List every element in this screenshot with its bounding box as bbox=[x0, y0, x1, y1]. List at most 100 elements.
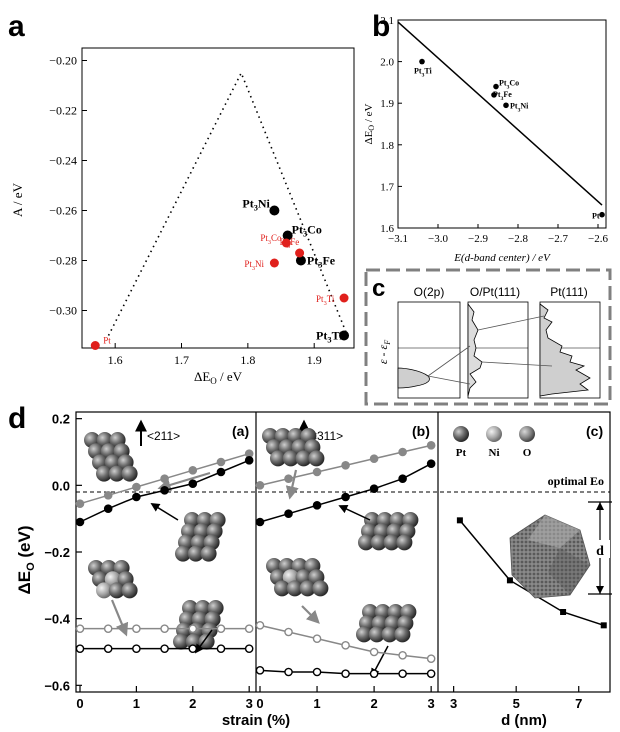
d-series-point bbox=[188, 479, 198, 488]
atom bbox=[121, 582, 138, 599]
d-series-point bbox=[341, 641, 350, 650]
d-series-point bbox=[284, 474, 293, 483]
cluster-b-bottom-left bbox=[266, 558, 329, 597]
atom bbox=[270, 450, 286, 467]
a-xtick-label: 1.7 bbox=[174, 353, 189, 367]
cluster-b-right bbox=[358, 512, 419, 551]
d-series-point bbox=[398, 447, 407, 457]
d-series-point bbox=[341, 669, 350, 678]
d-series-point bbox=[75, 517, 85, 527]
d-series-point bbox=[160, 486, 169, 495]
d-series-point bbox=[426, 441, 436, 450]
d-series-point bbox=[132, 492, 141, 502]
atom bbox=[370, 534, 387, 551]
d-series-point bbox=[244, 644, 254, 653]
atom bbox=[274, 580, 290, 597]
d-size-point bbox=[506, 577, 513, 584]
atom bbox=[108, 582, 125, 599]
atom bbox=[96, 582, 112, 599]
d-series-point bbox=[341, 492, 350, 502]
panel-b-ticks: −3.1 −3.0 −2.9 −2.8 −2.7 −2.6 2.1 2.0 1.9 1.8 1.7 1… bbox=[380, 15, 608, 245]
legend-o-ball bbox=[519, 426, 535, 442]
d-xtick-label: 3 bbox=[428, 696, 435, 711]
panel-d-letter: d bbox=[8, 402, 26, 435]
b-point-pt3co bbox=[493, 83, 499, 90]
connector-3 bbox=[477, 315, 545, 331]
d-series-point bbox=[398, 669, 407, 678]
panel-a-points: Pt3NiPt3CoPt3FePt3TiPtPt3CoPt3FePt3NiPt3… bbox=[90, 197, 350, 350]
b-point-pt3fe bbox=[491, 92, 497, 98]
d-xtick-label: 1 bbox=[313, 696, 320, 711]
atom bbox=[175, 545, 191, 562]
panel-b-xlabel: E(d-band center) / eV bbox=[453, 252, 551, 264]
a-ytick-label: −0.22 bbox=[49, 104, 77, 118]
atom bbox=[368, 626, 385, 643]
d-ytick-label: 0.0 bbox=[52, 478, 70, 493]
d-ytick-label: 0.2 bbox=[52, 412, 70, 427]
b-point-pt3ni bbox=[503, 102, 509, 109]
panel-d-sub-a: (a) bbox=[232, 423, 249, 439]
pointer-arrow-grey-a bbox=[157, 471, 211, 492]
panel-b-letter: b bbox=[372, 10, 390, 43]
panel-c-dashed-border bbox=[364, 268, 612, 406]
legend-pt-label: Pt bbox=[456, 447, 467, 459]
d-xtick-label: 0 bbox=[76, 696, 83, 711]
d-ytick-label: −0.2 bbox=[44, 545, 70, 560]
b-ytick-label: 1.6 bbox=[380, 223, 394, 235]
d-series-point bbox=[426, 669, 436, 678]
d-series-point bbox=[426, 459, 436, 468]
a-point-black-pt3fe bbox=[295, 255, 306, 266]
b-xtick-label: −3.0 bbox=[428, 233, 448, 245]
pointer-arrow-black-a bbox=[150, 503, 179, 521]
a-ytick-label: −0.30 bbox=[49, 304, 77, 318]
d-series-point bbox=[188, 466, 198, 475]
d-series-point bbox=[216, 644, 226, 653]
d-series-point bbox=[75, 624, 85, 633]
d-series-point bbox=[341, 461, 350, 470]
b-label-pt3ti: Pt3Ti bbox=[414, 67, 433, 79]
panel-a-frame bbox=[81, 47, 355, 349]
nanocluster-image bbox=[509, 514, 591, 599]
b-xtick-label: −2.9 bbox=[468, 233, 488, 245]
d-arrow-top bbox=[596, 502, 604, 510]
b-ytick-label: 1.8 bbox=[380, 140, 394, 152]
legend-o-label: O bbox=[523, 447, 532, 459]
a-ytick-label: −0.24 bbox=[49, 154, 77, 168]
a-point-red-pt3fe bbox=[295, 248, 305, 258]
d-series-point bbox=[244, 624, 254, 633]
cluster-a-bottom-right bbox=[173, 600, 224, 650]
pointer-arrow-black-b bbox=[338, 504, 371, 521]
d-size-point bbox=[456, 517, 463, 524]
d-series-point bbox=[398, 651, 407, 660]
a-label-black-pt3co: Pt3Co bbox=[292, 223, 322, 239]
panel-b-frame bbox=[397, 19, 607, 229]
panel-b-ylabel: ΔEO / eV bbox=[363, 103, 376, 144]
d-xtick-label: 1 bbox=[133, 696, 140, 711]
a-ytick-label: −0.28 bbox=[49, 254, 77, 268]
d-series-point bbox=[255, 481, 265, 490]
d-ytick-label: −0.6 bbox=[44, 678, 70, 693]
a-point-black-pt3co bbox=[282, 230, 293, 241]
d-series-point bbox=[244, 456, 254, 465]
atom-clusters bbox=[84, 428, 419, 650]
atom bbox=[121, 465, 138, 482]
d-xtick-nm-label: 7 bbox=[575, 696, 582, 711]
panel-d-xlabel-strain: strain (%) bbox=[222, 712, 290, 729]
b-xtick-label: −2.6 bbox=[588, 233, 608, 245]
d-series-point bbox=[312, 501, 322, 510]
legend-ni-ball bbox=[486, 426, 502, 442]
d-series-point bbox=[369, 669, 379, 678]
d-series-point bbox=[188, 624, 198, 633]
pointer-arrow-grey-b bbox=[285, 469, 299, 500]
b-ytick-label: 1.7 bbox=[380, 181, 394, 193]
d-size-point bbox=[600, 622, 607, 629]
b-xtick-label: −3.1 bbox=[388, 233, 408, 245]
panel-c-title-o2p: O(2p) bbox=[414, 285, 445, 299]
atom bbox=[381, 626, 398, 643]
d-dimension-label: d bbox=[596, 544, 604, 559]
a-ytick-label: −0.26 bbox=[49, 204, 77, 218]
cluster-a-top bbox=[84, 432, 138, 482]
d-ytick-label: −0.4 bbox=[44, 612, 70, 627]
d-series-point bbox=[160, 474, 169, 483]
